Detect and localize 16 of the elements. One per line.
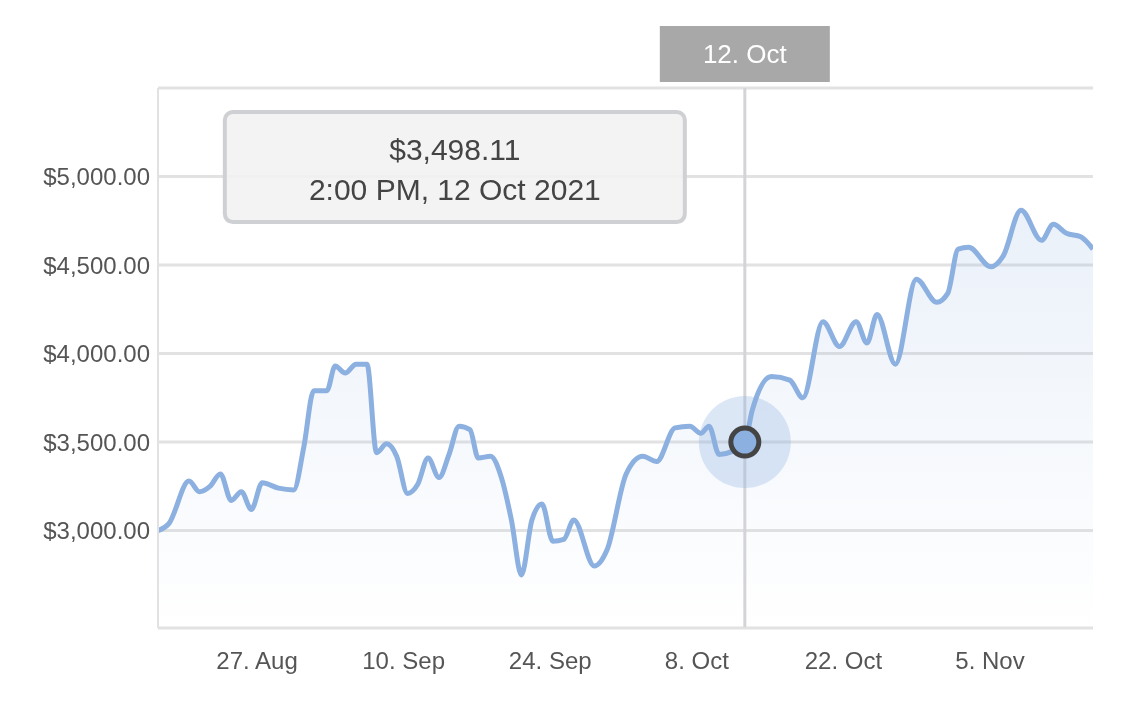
x-tick-label: 27. Aug [216, 647, 298, 675]
cursor-label: 12. Oct [659, 26, 830, 82]
annotation: $3,498.11 [389, 133, 521, 167]
x-tick-label: 8. Oct [664, 647, 730, 675]
y-tick-label: $5,000.00 [43, 163, 150, 191]
y-tick-label: $4,000.00 [43, 340, 150, 368]
y-tick-label: $3,500.00 [43, 428, 150, 456]
annotation: 2:00 PM, 12 Oct 2021 [308, 173, 601, 207]
y-tick-label: $3,000.00 [43, 517, 150, 545]
x-tick-label: 10. Sep [362, 647, 446, 675]
y-tick-label: $4,500.00 [43, 251, 150, 279]
x-tick-label: 5. Nov [955, 647, 1025, 675]
x-tick-label: 22. Oct [804, 647, 883, 675]
x-tick-label: 24. Sep [508, 647, 592, 675]
tooltip-box: $3,498.11 2:00 PM, 12 Oct 2021 [222, 110, 687, 225]
ref-line-label: 12. Oct [702, 39, 788, 69]
